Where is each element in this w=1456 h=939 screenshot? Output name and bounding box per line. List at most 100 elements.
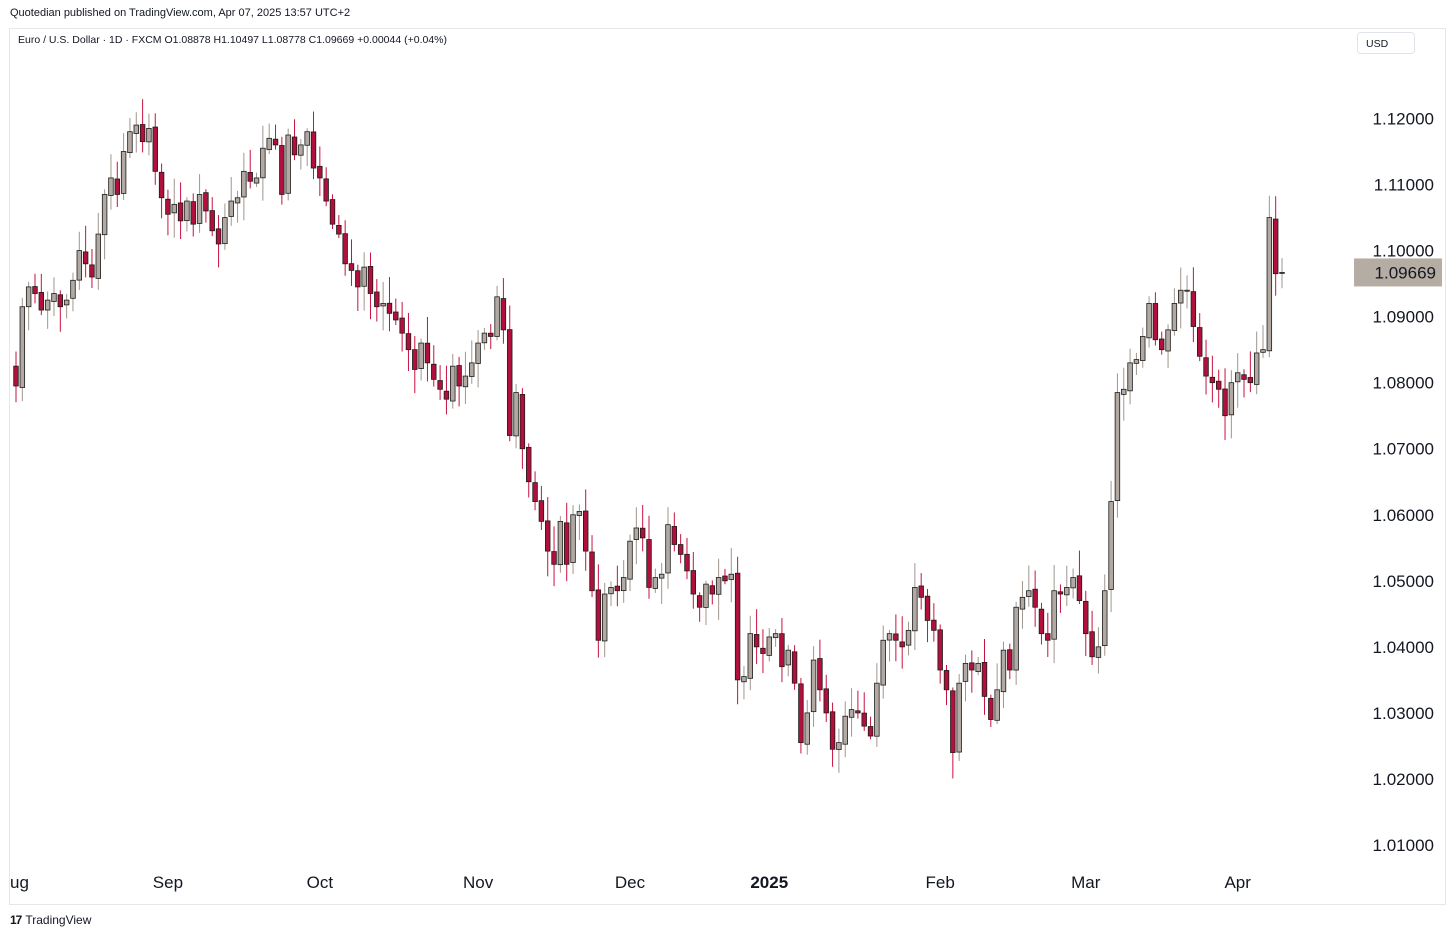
tradingview-brand-label: TradingView (25, 913, 92, 927)
time-tick-label: Feb (926, 873, 955, 892)
candle-body (513, 392, 519, 437)
candle-body (874, 682, 880, 737)
candle-body (1083, 600, 1089, 635)
price-tick-label: 1.04000 (1373, 638, 1434, 657)
candle-body (1178, 289, 1184, 304)
candle-body (880, 639, 886, 686)
time-tick-label: Mar (1071, 873, 1101, 892)
candle-body (943, 670, 950, 691)
time-axis[interactable]: ug Sep Oct Nov Dec 2025 Feb Mar Apr (10, 873, 1251, 892)
candle-body (51, 293, 57, 302)
price-tick-label: 1.09000 (1373, 308, 1434, 327)
candle-body (1057, 591, 1064, 595)
candle-body (1133, 359, 1140, 364)
candle-body (1279, 271, 1285, 274)
candle-body (962, 662, 969, 682)
candle-body (1222, 388, 1228, 417)
candle-body (1209, 376, 1216, 384)
candle-body (139, 124, 146, 143)
candle-body (564, 522, 570, 565)
candle-body (519, 394, 526, 450)
candle-body (1013, 606, 1019, 671)
candle-body (298, 144, 304, 156)
candle-body (1019, 596, 1026, 610)
candle-body (747, 633, 753, 679)
candle-body (1203, 357, 1209, 377)
candle-body (1114, 392, 1121, 501)
candle-body (981, 661, 988, 697)
candle-body (32, 286, 38, 294)
candle-body (1146, 303, 1152, 339)
candle-body (601, 593, 608, 642)
candle-body (101, 194, 108, 236)
currency-selector-button[interactable]: USD (1357, 32, 1415, 54)
candle-body (652, 577, 659, 589)
candle-body (405, 333, 412, 351)
candle-body (127, 131, 133, 154)
candle-body (196, 194, 203, 224)
candle-body (658, 573, 665, 579)
candle-body (13, 365, 19, 387)
tradingview-logo[interactable]: 17 TradingView (10, 913, 91, 927)
candle-body (393, 311, 399, 321)
candle-body (1197, 327, 1203, 357)
candle-body (399, 317, 405, 334)
candle-body (120, 151, 127, 194)
candle-body (969, 662, 975, 671)
candle-body (931, 619, 937, 631)
candle-body (317, 165, 323, 179)
candle-body (753, 634, 760, 648)
candle-body (937, 629, 943, 671)
candle-body (57, 294, 64, 308)
candle-body (734, 572, 741, 681)
candle-body (1241, 374, 1247, 380)
price-tick-label: 1.12000 (1373, 110, 1434, 129)
candle-body (1127, 362, 1133, 392)
time-tick-label: Nov (463, 873, 494, 892)
candle-body (310, 131, 317, 169)
candle-body (475, 342, 481, 364)
candle-body (823, 688, 829, 714)
candle-body (1007, 649, 1013, 671)
candle-body (380, 303, 386, 307)
candle-body (760, 647, 766, 654)
candle-body (1070, 577, 1076, 589)
candle-body (209, 210, 215, 232)
candles-layer (13, 99, 1285, 779)
candle-body (222, 217, 228, 245)
price-tick-label: 1.07000 (1373, 440, 1434, 459)
candle-body (1190, 291, 1197, 327)
time-tick-label: Apr (1224, 873, 1251, 892)
candle-body (545, 520, 551, 552)
candle-body (228, 200, 234, 217)
candle-body (994, 689, 1000, 721)
candle-body (703, 583, 709, 608)
candle-body (323, 178, 329, 202)
candle-body (507, 329, 513, 436)
candle-body (1228, 382, 1235, 416)
candle-body (1032, 588, 1038, 608)
price-axis[interactable]: 1.12000 1.11000 1.10000 1.09000 1.08000 1.070… (1373, 110, 1434, 856)
candle-body (1026, 590, 1032, 597)
candle-body (1184, 289, 1190, 292)
candle-body (424, 342, 431, 364)
candle-body (671, 526, 678, 545)
candle-body (1064, 587, 1070, 596)
candle-body (791, 651, 798, 684)
candle-body (95, 233, 101, 279)
candle-body (171, 203, 177, 214)
candle-body (608, 587, 614, 595)
candle-body (696, 595, 703, 608)
candle-body (456, 365, 462, 387)
candle-body (551, 551, 557, 565)
candle-body (1165, 329, 1171, 352)
candle-body (418, 342, 424, 369)
candle-body (165, 198, 171, 215)
candle-body (709, 585, 715, 595)
price-tick-label: 1.02000 (1373, 770, 1434, 789)
candle-body (1121, 388, 1127, 395)
candle-body (114, 178, 120, 195)
candle-body (462, 375, 469, 388)
candle-body (804, 712, 810, 745)
